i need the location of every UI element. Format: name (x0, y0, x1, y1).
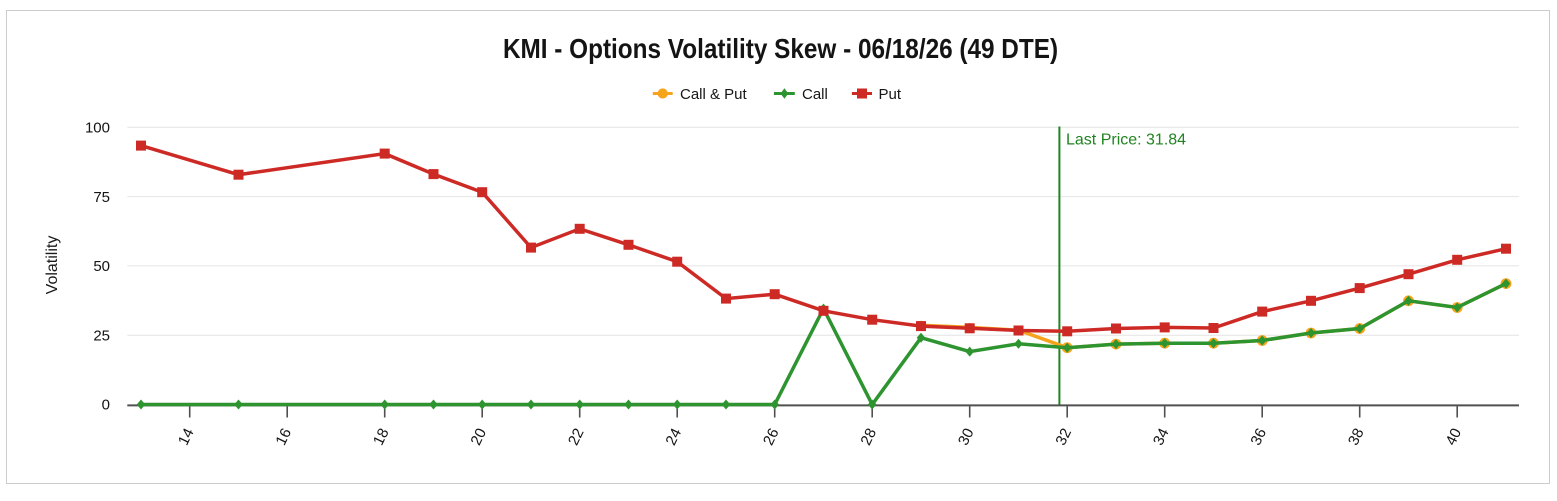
svg-text:100: 100 (85, 120, 110, 137)
svg-text:25: 25 (93, 327, 110, 344)
svg-text:20: 20 (468, 426, 491, 448)
svg-text:75: 75 (93, 189, 110, 206)
svg-text:16: 16 (273, 426, 296, 448)
svg-text:18: 18 (370, 426, 393, 448)
svg-text:28: 28 (858, 426, 881, 448)
svg-text:0: 0 (102, 397, 110, 414)
svg-text:KMI - Options Volatility Skew: KMI - Options Volatility Skew - 06/18/26… (503, 33, 1058, 65)
svg-text:24: 24 (663, 426, 686, 448)
svg-text:30: 30 (955, 426, 978, 448)
svg-text:26: 26 (760, 426, 783, 448)
svg-text:14: 14 (175, 426, 198, 448)
svg-text:40: 40 (1443, 426, 1466, 448)
svg-text:Last Price: 31.84: Last Price: 31.84 (1066, 132, 1186, 149)
svg-text:38: 38 (1345, 426, 1368, 448)
svg-text:34: 34 (1150, 426, 1173, 448)
svg-text:Volatility: Volatility (44, 236, 61, 295)
svg-text:36: 36 (1248, 426, 1271, 448)
svg-text:50: 50 (93, 258, 110, 275)
svg-text:32: 32 (1053, 426, 1076, 448)
svg-text:Call: Call (802, 86, 828, 103)
svg-text:22: 22 (565, 426, 588, 448)
svg-text:Call & Put: Call & Put (680, 86, 748, 103)
svg-text:Put: Put (879, 86, 902, 103)
